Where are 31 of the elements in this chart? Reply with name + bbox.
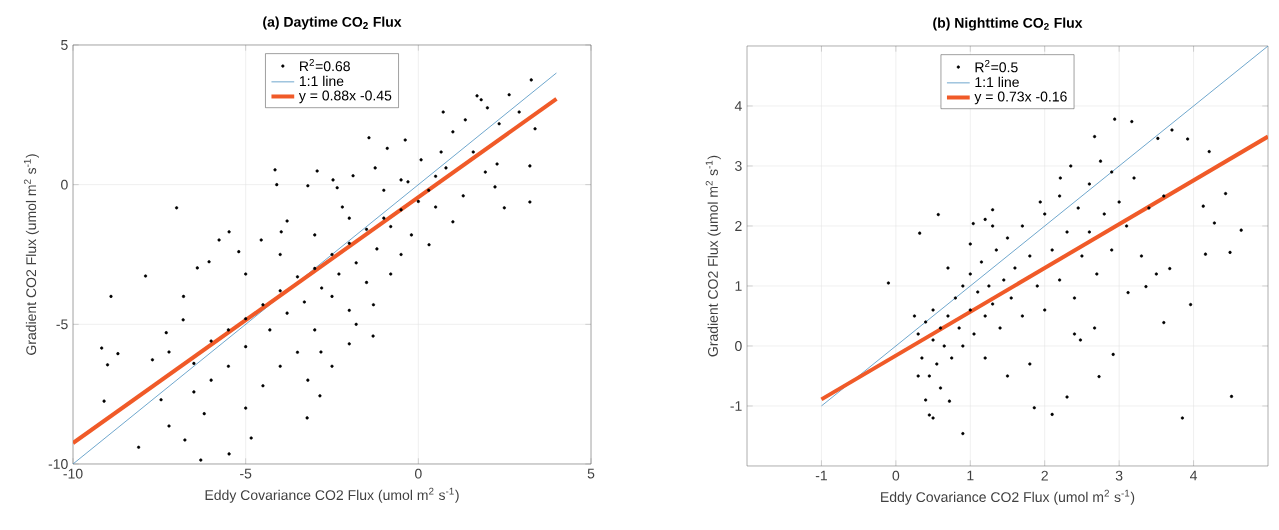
legend-label: 1:1 line <box>975 76 1019 88</box>
y-axis-title: Gradient CO2 Flux (umol m$^{2}$ s$^{-1}$) <box>705 155 721 357</box>
x-tick-label: 3 <box>1115 470 1123 481</box>
x-tick-label: -5 <box>240 468 252 479</box>
legend-label: 1:1 line <box>299 75 344 87</box>
y-tick-label: 0 <box>735 341 742 351</box>
x-axis-title: Eddy Covariance CO2 Flux (umol m$^{2}$ s$^{-1}$) <box>881 489 1135 505</box>
x-tick-label: 5 <box>587 468 595 479</box>
x-tick-label: 1 <box>967 470 974 481</box>
legend-label: R$^{2}$=0.5 <box>975 60 1018 73</box>
legend-label: y = 0.73x -0.16 <box>974 91 1067 105</box>
legend-label: R$^{2}$=0.68 <box>300 58 350 72</box>
y-tick-label: -1 <box>730 401 742 411</box>
y-tick-label: 1 <box>735 281 742 291</box>
x-tick-label: -1 <box>815 470 827 481</box>
y-tick-label: -10 <box>48 459 68 469</box>
chart-title: (b) Nighttime CO$_{2}$ Flux <box>933 17 1083 31</box>
y-tick-label: 5 <box>61 40 68 50</box>
x-tick-label: 2 <box>1041 470 1048 481</box>
y-tick-label: -5 <box>56 319 68 330</box>
x-tick-label: 0 <box>414 468 422 479</box>
chart-title: (a) Daytime CO$_{2}$ Flux <box>263 16 402 30</box>
legend-label: y = 0.88x -0.45 <box>298 90 392 104</box>
x-tick-label: 4 <box>1189 470 1198 481</box>
y-tick-label: 0 <box>61 179 68 190</box>
y-tick-label: 4 <box>734 101 742 111</box>
x-tick-label: 0 <box>892 470 900 481</box>
y-tick-label: 2 <box>735 221 742 231</box>
y-tick-label: 3 <box>735 161 742 171</box>
y-axis-title: Gradient CO2 Flux (umol m$^{2}$ s$^{-1}$) <box>23 154 39 355</box>
x-axis-title: Eddy Covariance CO2 Flux (umol m$^{2}$ s$^{-1}$) <box>205 487 459 503</box>
